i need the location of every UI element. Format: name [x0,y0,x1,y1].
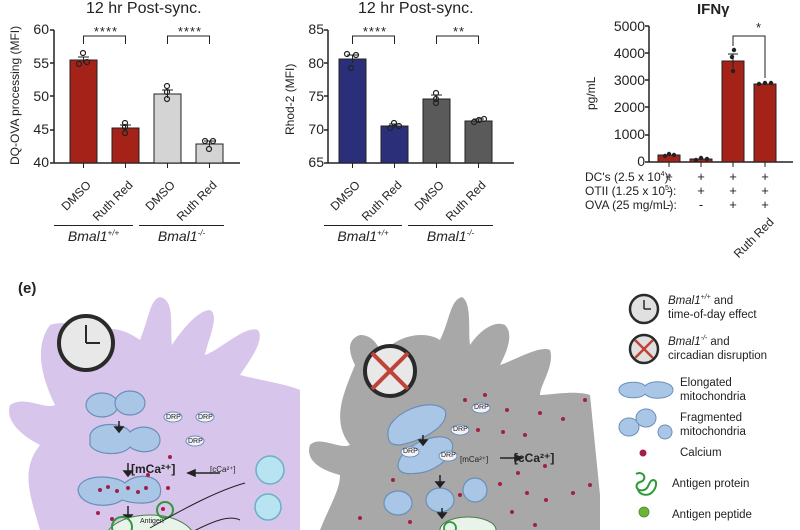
condition-label: DC's (2.5 x 104): [585,170,672,184]
drp-label: DRP [474,404,489,411]
y-tick: 1000 [613,126,645,142]
condition-value: + [761,169,769,184]
y-tick: 45 [33,121,49,137]
y-tick: 85 [308,21,324,37]
x-category-label: DMSO [142,178,178,214]
legend-label: Antigen peptide [672,509,752,521]
significance-marker: **** [362,24,388,39]
group-label: Bmal1-/- [157,228,206,244]
x-category-label: Ruth Red [90,178,136,224]
drp-label: DRP [198,414,213,421]
legend-label: Calcium [680,447,722,459]
condition-value: + [697,183,705,198]
group-line [139,225,224,226]
condition-label: OVA (25 mg/mL): [585,198,677,212]
y-tick: 60 [33,21,49,37]
y-tick: 55 [33,55,49,71]
x-category-label: Ruth Red [731,215,777,261]
x-category-label: DMSO [411,178,447,214]
group-label: Bmal1+/+ [67,228,120,244]
condition-value: - [698,197,704,212]
group-label: Bmal1-/- [426,228,475,244]
elongated-mitochondria-icon [618,381,674,399]
clock-icon [628,293,660,325]
crossed-clock-icon [628,333,660,365]
y-tick: 3000 [613,72,645,88]
y-axis-label: pg/mL [584,76,598,110]
group-line [408,225,493,226]
clock-icon [57,314,115,372]
y-tick: 2000 [613,99,645,115]
x-category-label: Ruth Red [174,178,220,224]
condition-value: + [761,197,769,212]
processing-label: Antigen [140,518,164,525]
condition-value: + [729,183,737,198]
cca-label: [cCa²⁺] [210,465,236,474]
y-tick: 5000 [613,18,645,34]
x-category-label: DMSO [327,178,363,214]
legend-label: Antigen protein [672,478,750,490]
y-tick: 0 [637,153,645,169]
rhod2-plot-area [324,29,514,168]
y-tick: 4000 [613,45,645,61]
condition-value: + [729,169,737,184]
chart-title: IFNγ [697,1,730,18]
panel-label: (e) [18,280,37,297]
right-dendritic-cell [309,297,600,530]
dq-ova-plot-area [50,29,240,168]
left-dendritic-cell [9,297,300,530]
legend-label: Elongated mitochondria [680,377,746,403]
condition-value: + [729,197,737,212]
drp-label: DRP [188,438,203,445]
crossed-clock-icon [363,344,417,398]
x-category-label: Ruth Red [359,178,405,224]
legend-label: Fragmented mitochondria [680,412,746,438]
y-tick: 80 [308,55,324,71]
condition-label: OTII (1.25 x 105): [585,184,677,198]
mca-label: [mCa²⁺] [460,455,489,464]
condition-value: - [666,183,672,198]
chart-title: 12 hr Post-sync. [358,0,474,17]
drp-label: DRP [403,448,418,455]
significance-marker: ** [452,24,466,39]
significance-marker: **** [93,24,119,39]
y-tick: 65 [308,154,324,170]
condition-value: - [666,197,672,212]
x-category-label: DMSO [58,178,94,214]
significance-marker: **** [177,24,203,39]
drp-label: DRP [441,452,456,459]
drp-label: DRP [453,426,468,433]
group-line [54,225,133,226]
condition-value: + [697,169,705,184]
x-category-label: Ruth Red [443,178,489,224]
cca-label: [cCa²⁺] [514,451,555,465]
significance-marker: * [755,20,763,35]
ifng-plot-area [645,25,793,167]
antigen-peptide-icon [638,506,650,518]
drp-label: DRP [166,414,181,421]
group-label: Bmal1+/+ [337,228,389,244]
y-tick: 50 [33,88,49,104]
y-tick: 70 [308,121,324,137]
calcium-icon [639,449,647,457]
mca-label: [mCa²⁺] [131,462,176,476]
y-tick: 40 [33,154,49,170]
condition-value: + [665,169,673,184]
fragmented-mitochondria-icon [618,408,673,440]
condition-value: + [761,183,769,198]
legend-label: Bmal1-/- and circadian disruption [668,335,768,362]
group-line [324,225,402,226]
y-tick: 75 [308,88,324,104]
legend-label: Bmal1+/+ and time-of-day effect [668,294,757,321]
antigen-protein-icon [635,472,658,496]
chart-title: 12 hr Post-sync. [86,0,202,17]
